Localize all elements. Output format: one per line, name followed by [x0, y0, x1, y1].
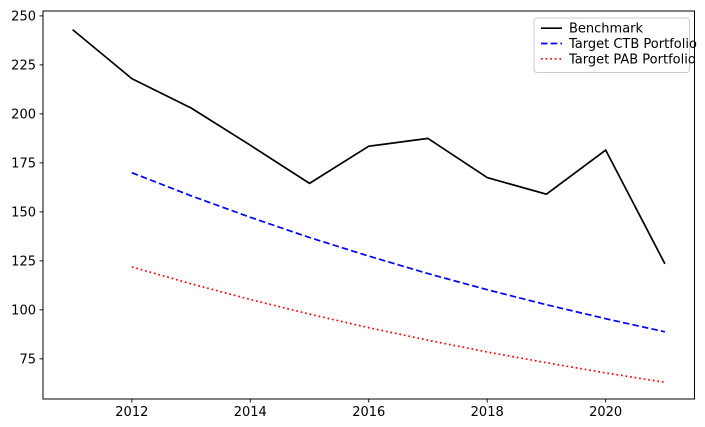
series-target-ctb-portfolio-line	[131, 171, 666, 333]
legend-box	[533, 17, 690, 73]
y-tick-label: 125	[11, 254, 36, 269]
y-tick-label: 200	[11, 107, 36, 122]
series-benchmark-line	[72, 28, 666, 265]
x-tick-label: 2014	[234, 405, 267, 420]
plot-border	[42, 10, 695, 400]
x-tick-label: 2016	[352, 405, 385, 420]
x-tick-label: 2012	[115, 405, 148, 420]
y-tick-label: 225	[11, 58, 36, 73]
series-target-pab-portfolio-line	[131, 266, 666, 384]
y-tick-label: 75	[19, 352, 36, 367]
legend-label: Target PAB Portfolio	[568, 52, 696, 67]
x-tick-label: 2018	[471, 405, 504, 420]
legend-label: Target CTB Portfolio	[568, 37, 697, 52]
y-tick-label: 175	[11, 156, 36, 171]
legend-label: Benchmark	[569, 22, 644, 37]
y-tick-label: 100	[11, 303, 36, 318]
x-tick-label: 2020	[589, 405, 622, 420]
y-tick-label: 150	[11, 205, 36, 220]
y-tick-label: 250	[11, 9, 36, 24]
